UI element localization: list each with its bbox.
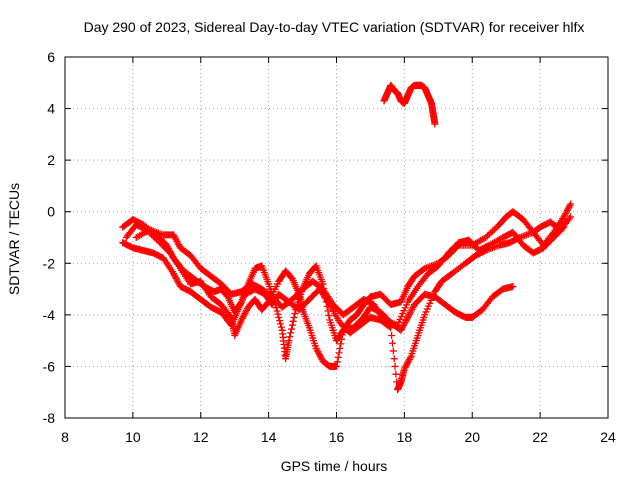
x-tick-label: 18 [397, 429, 413, 445]
y-tick-label: 2 [47, 152, 55, 168]
data-point [560, 223, 568, 231]
data-point [288, 325, 296, 333]
data-point [289, 317, 297, 325]
data-point [406, 354, 414, 362]
y-axis-label: SDTVAR / TECUs [6, 183, 22, 295]
y-tick-label: 6 [47, 49, 55, 65]
series-4 [132, 223, 568, 329]
data-points [119, 81, 575, 394]
x-tick-label: 20 [464, 429, 480, 445]
chart-title: Day 290 of 2023, Sidereal Day-to-day VTE… [84, 19, 585, 35]
data-point [325, 312, 333, 320]
data-point [490, 225, 498, 233]
data-point [489, 227, 497, 235]
y-tick-label: -4 [43, 307, 56, 323]
data-point [487, 229, 495, 237]
y-tick-label: 0 [47, 204, 55, 220]
data-point [389, 347, 397, 355]
data-point [277, 323, 285, 331]
data-point [335, 349, 343, 357]
data-point [286, 333, 294, 341]
data-point [391, 362, 399, 370]
x-axis-label: GPS time / hours [281, 458, 388, 474]
data-point [285, 337, 293, 345]
data-point [392, 370, 400, 378]
x-tick-label: 10 [125, 429, 141, 445]
data-point [273, 307, 281, 315]
x-tick-label: 12 [193, 429, 209, 445]
x-tick-label: 14 [261, 429, 277, 445]
data-point [291, 310, 299, 318]
y-tick-label: 4 [47, 101, 55, 117]
y-tick-label: -6 [43, 358, 56, 374]
x-tick-label: 16 [329, 429, 345, 445]
data-point [288, 321, 296, 329]
data-point [276, 317, 284, 325]
x-tick-label: 8 [61, 429, 69, 445]
data-point [565, 214, 573, 222]
y-tick-label: -2 [43, 255, 56, 271]
data-point [272, 304, 280, 312]
data-point [290, 313, 298, 321]
data-point [388, 339, 396, 347]
data-point [274, 310, 282, 318]
data-point [566, 202, 574, 210]
data-point [567, 213, 575, 221]
data-point [333, 362, 340, 370]
data-point [492, 224, 500, 232]
x-tick-label: 24 [600, 429, 616, 445]
data-point [275, 313, 283, 321]
data-point [390, 355, 398, 363]
data-point [287, 329, 295, 337]
y-tick-label: -8 [43, 410, 56, 426]
data-point [277, 320, 285, 328]
data-point [333, 358, 341, 366]
x-tick-label: 22 [532, 429, 548, 445]
data-point [336, 344, 344, 352]
data-point [337, 340, 345, 348]
data-point [388, 331, 396, 339]
data-point [338, 335, 346, 343]
data-point [485, 230, 493, 238]
data-point [431, 120, 439, 128]
data-point [559, 224, 567, 232]
grid [65, 57, 608, 418]
series-5 [380, 81, 439, 128]
data-point [509, 282, 517, 290]
data-point [334, 353, 342, 361]
data-point [338, 331, 346, 339]
data-point [567, 200, 575, 208]
